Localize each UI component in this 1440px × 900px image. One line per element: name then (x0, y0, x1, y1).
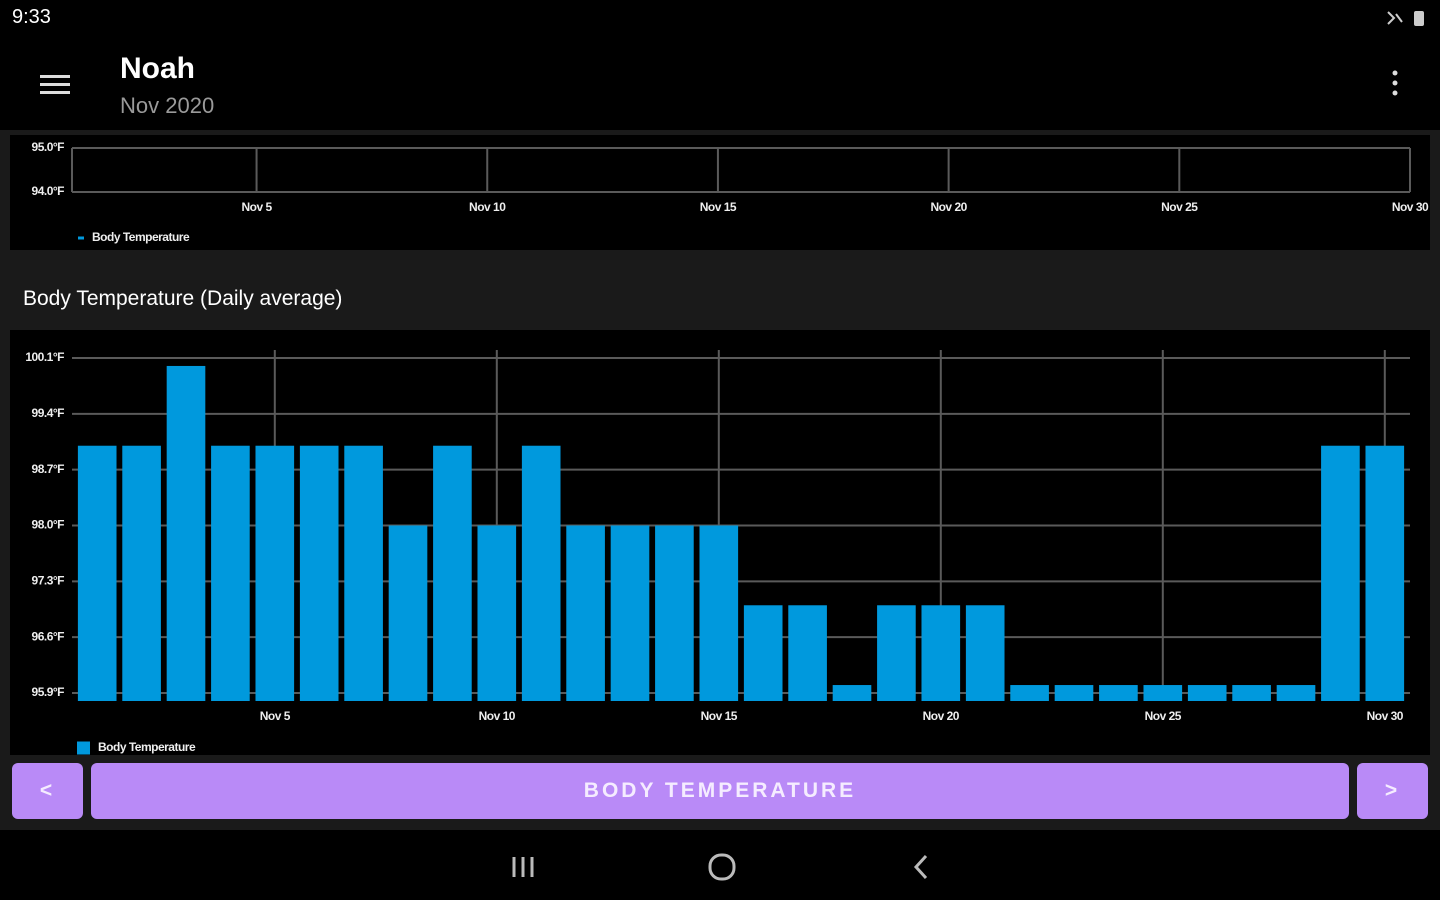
legend-swatch (78, 236, 84, 240)
bar (344, 445, 383, 701)
bar (1010, 685, 1049, 701)
x-tick-label: Nov 10 (479, 709, 516, 723)
bar (1321, 445, 1360, 701)
x-tick-label: Nov 25 (1161, 200, 1198, 214)
y-tick-label: 95.0°F (32, 140, 65, 154)
bar (255, 445, 295, 701)
bar (1054, 685, 1094, 701)
menu-button[interactable] (38, 72, 72, 98)
bar (1187, 685, 1227, 701)
x-tick-label: Nov 20 (923, 709, 960, 723)
chart-panel: 94.0°F 95.0°F Nov 5 Nov 10 Nov 15 Nov 20 Nov 2… (10, 135, 1430, 250)
next-button[interactable]: > (1357, 763, 1428, 819)
bar (1143, 685, 1183, 701)
back-button[interactable] (913, 854, 928, 880)
status-icons (1387, 11, 1424, 26)
y-tick-label: 100.1°F (25, 350, 64, 364)
chart-panel: 95.9°F 96.6°F 97.3°F 98.0°F 98.7°F 99.4°F 100.… (10, 330, 1430, 755)
y-tick-label: 97.3°F (32, 574, 65, 588)
status-time: 9:33 (12, 6, 51, 28)
x-tick-label: Nov 15 (701, 709, 738, 723)
y-tick-label: 96.6°F (32, 629, 65, 643)
bar (388, 525, 428, 701)
bar (921, 605, 961, 701)
bar (965, 605, 1005, 701)
bar (433, 445, 472, 701)
x-tick-label: Nov 20 (930, 200, 967, 214)
y-tick-label: 94.0°F (32, 184, 65, 198)
bar (743, 605, 783, 701)
bar (211, 445, 250, 701)
recents-button[interactable] (512, 857, 534, 877)
bar (166, 365, 206, 701)
bar (832, 685, 872, 701)
bar (521, 445, 561, 701)
bar (655, 525, 694, 701)
header-title: Noah (120, 52, 195, 85)
bar (122, 445, 161, 701)
bar (1099, 685, 1138, 701)
x-tick-label: Nov 30 (1392, 200, 1429, 214)
legend-label: Body Temperature (92, 230, 190, 244)
y-tick-label: 98.0°F (32, 518, 65, 532)
bar (877, 605, 916, 701)
x-tick-label: Nov 5 (260, 709, 291, 723)
x-tick-label: Nov 25 (1145, 709, 1182, 723)
prev-button[interactable]: < (12, 763, 83, 819)
y-tick-label: 98.7°F (32, 462, 65, 476)
bar (566, 525, 605, 701)
x-tick-label: Nov 30 (1367, 709, 1404, 723)
x-tick-label: Nov 15 (700, 200, 737, 214)
legend-swatch (77, 741, 90, 755)
bar (610, 525, 650, 701)
x-tick-label: Nov 5 (241, 200, 272, 214)
chart-title: Body Temperature (Daily average) (23, 287, 343, 310)
bar (1365, 445, 1405, 701)
overflow-menu[interactable] (1385, 68, 1405, 100)
bar (699, 525, 739, 701)
x-tick-label: Nov 10 (469, 200, 506, 214)
system-nav-bar (512, 853, 928, 881)
home-button[interactable] (708, 853, 736, 881)
bar (299, 445, 339, 701)
header-subtitle: Nov 2020 (120, 93, 215, 118)
bar (477, 525, 517, 701)
bar (788, 605, 827, 701)
legend-label: Body Temperature (98, 740, 196, 754)
y-tick-label: 99.4°F (32, 406, 65, 420)
bar (77, 445, 117, 701)
y-tick-label: 95.9°F (32, 685, 65, 699)
metric-button[interactable]: BODY TEMPERATURE (91, 763, 1349, 819)
bar (1276, 685, 1316, 701)
bar (1232, 685, 1271, 701)
